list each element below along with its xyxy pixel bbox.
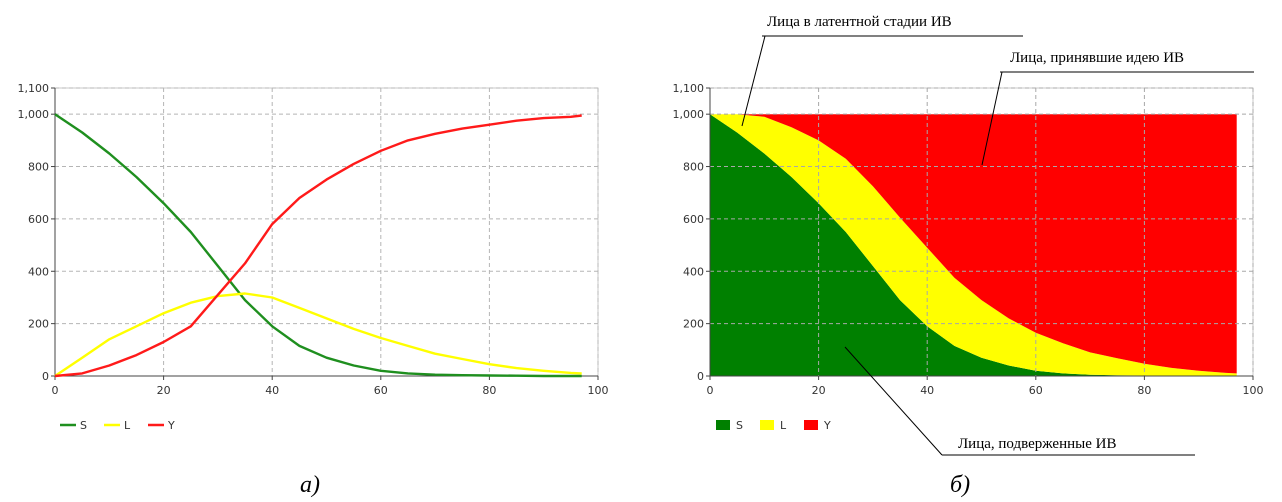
chart-a-y-tick-label: 1,000 bbox=[18, 108, 50, 121]
annotation-susceptible: Лица, подверженные ИВ bbox=[958, 436, 1116, 452]
chart-b-x-tick-label: 60 bbox=[1029, 384, 1043, 397]
chart-a-series-line-S bbox=[54, 113, 582, 378]
caption-left: а) bbox=[300, 472, 320, 498]
chart-b-x-tick-label: 0 bbox=[707, 384, 714, 397]
chart-a-series-line-L bbox=[54, 292, 582, 377]
chart-a-x-tick-label: 20 bbox=[157, 384, 171, 397]
chart-b-y-tick-label: 200 bbox=[683, 318, 704, 331]
chart-b-x-tick-label: 20 bbox=[812, 384, 826, 397]
chart-b-area: 0 20 40 60 80 100 0 200 400 600 800 1,000 1,100 S L Y bbox=[673, 82, 1264, 432]
chart-a-y-tick-label: 200 bbox=[28, 318, 49, 331]
chart-a-line: 0 20 40 60 80 100 0 200 400 600 800 1,000 1,100 S L Y bbox=[18, 82, 609, 432]
chart-a-y-tick-label: 0 bbox=[42, 370, 49, 383]
chart-a-y-tick-label: 800 bbox=[28, 161, 49, 174]
chart-a-plot-area bbox=[54, 87, 599, 377]
annotation-susceptible-leader bbox=[844, 346, 943, 456]
annotation-accepted-leader bbox=[981, 71, 1003, 166]
chart-a-y-tick-label: 600 bbox=[28, 213, 49, 226]
chart-b-y-tick-label: 0 bbox=[697, 370, 704, 383]
chart-a-legend-label-Y: Y bbox=[167, 419, 175, 432]
chart-b-y-tick-label: 1,100 bbox=[673, 82, 705, 95]
chart-b-series-area-S bbox=[710, 114, 1237, 376]
chart-b-legend-swatch-Y bbox=[804, 420, 818, 430]
chart-a-x-tick-label: 60 bbox=[374, 384, 388, 397]
chart-b-annotations: Лица в латентной стадии ИВ Лица, принявш… bbox=[741, 14, 1254, 456]
chart-b-grid bbox=[710, 87, 1254, 376]
chart-b-legend-swatch-L bbox=[760, 420, 774, 430]
chart-b-y-tick-label: 1,000 bbox=[673, 108, 705, 121]
annotation-accepted: Лица, принявшие идею ИВ bbox=[1010, 50, 1184, 66]
chart-b-legend-swatch-S bbox=[716, 420, 730, 430]
chart-a-legend-label-S: S bbox=[80, 419, 87, 432]
chart-b-legend-label-S: S bbox=[736, 419, 743, 432]
chart-a-x-tick-label: 100 bbox=[588, 384, 609, 397]
chart-b-x-tick-label: 80 bbox=[1137, 384, 1151, 397]
chart-a-legend-label-L: L bbox=[124, 419, 131, 432]
chart-b-series-area-Y bbox=[710, 114, 1237, 374]
chart-b-x-tick-label: 100 bbox=[1243, 384, 1264, 397]
chart-a-series-line-Y bbox=[54, 114, 582, 378]
chart-b-y-tick-label: 400 bbox=[683, 265, 704, 278]
caption-right: б) bbox=[950, 472, 970, 498]
chart-b-series bbox=[710, 114, 1237, 376]
chart-a-x-tick-label: 80 bbox=[482, 384, 496, 397]
chart-b-series-area-L bbox=[710, 114, 1237, 376]
chart-a-y-tick-label: 1,100 bbox=[18, 82, 50, 95]
chart-b-y-tick-label: 800 bbox=[683, 161, 704, 174]
chart-a-series bbox=[54, 113, 582, 378]
chart-b-x-tick-label: 40 bbox=[920, 384, 934, 397]
chart-b-legend-label-L: L bbox=[780, 419, 787, 432]
annotation-latent-leader bbox=[741, 35, 766, 127]
chart-a-grid bbox=[55, 87, 599, 376]
chart-a-x-tick-label: 40 bbox=[265, 384, 279, 397]
chart-b-legend-label-Y: Y bbox=[823, 419, 831, 432]
chart-a-x-tick-label: 0 bbox=[52, 384, 59, 397]
chart-b-axes: 0 20 40 60 80 100 0 200 400 600 800 1,000 1,100 bbox=[673, 82, 1264, 397]
chart-a-y-tick-label: 400 bbox=[28, 265, 49, 278]
annotation-latent: Лица в латентной стадии ИВ bbox=[767, 14, 952, 30]
chart-b-y-tick-label: 600 bbox=[683, 213, 704, 226]
